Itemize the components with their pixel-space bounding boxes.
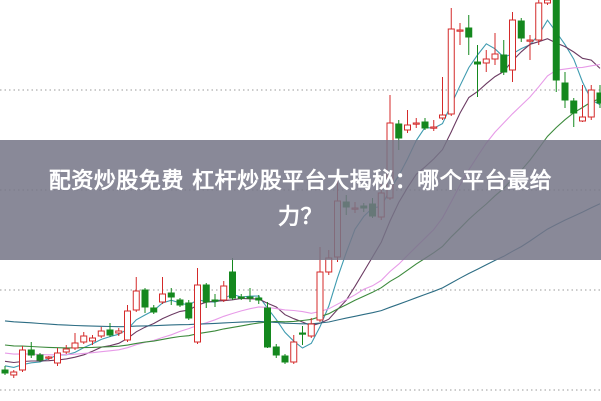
candle-down	[167, 292, 175, 298]
candle-up	[307, 323, 315, 337]
candle-down	[474, 61, 481, 65]
candle-up	[115, 330, 123, 334]
candle-up	[159, 293, 166, 303]
candle-up	[325, 257, 333, 273]
candle-up	[544, 0, 551, 4]
candle-down	[517, 20, 525, 39]
ma20-line	[4, 63, 601, 356]
candle-down	[272, 346, 280, 356]
candle-down	[561, 82, 569, 101]
candle-up	[10, 371, 18, 376]
title-banner: 配资炒股免费 杠杆炒股平台大揭秘：哪个平台最给 力？	[0, 140, 601, 260]
candle-up	[482, 58, 490, 64]
candle-down	[596, 92, 601, 104]
candle-up	[526, 39, 534, 42]
candle-up	[19, 349, 26, 371]
candle-up	[54, 352, 61, 364]
candle-down	[552, 0, 560, 81]
candle-down	[36, 354, 44, 361]
candle-down	[264, 307, 271, 348]
candle-up	[404, 124, 411, 131]
candle-down	[141, 289, 149, 308]
candle-up	[124, 310, 131, 341]
candle-down	[106, 329, 114, 336]
candle-down	[237, 296, 245, 299]
candle-down	[211, 299, 219, 302]
ma5-line	[4, 19, 601, 368]
candle-down	[27, 349, 35, 356]
candle-up	[587, 89, 595, 118]
candle-down	[185, 302, 193, 319]
candle-down	[299, 332, 306, 335]
candle-up	[439, 114, 446, 119]
candle-down	[150, 307, 158, 313]
title-line-1: 配资炒股免费 杠杆炒股平台大揭秘：哪个平台最给	[48, 169, 553, 194]
candle-up	[491, 53, 499, 60]
candle-up	[316, 271, 324, 321]
candle-down	[570, 100, 578, 114]
candle-up	[89, 337, 96, 342]
candle-up	[80, 335, 88, 343]
candle-up	[132, 290, 140, 311]
candle-up	[45, 356, 53, 359]
candle-up	[62, 348, 70, 353]
candle-up	[579, 116, 586, 122]
candle-down	[500, 54, 508, 73]
candle-down	[421, 121, 429, 129]
candle-down	[255, 297, 263, 301]
candle-up	[290, 341, 298, 363]
candle-down	[246, 296, 254, 299]
candle-up	[194, 284, 201, 343]
candle-down	[1, 369, 9, 374]
candle-down	[176, 299, 184, 306]
candle-up	[71, 342, 79, 349]
candle-up	[220, 285, 228, 301]
candle-up	[509, 19, 516, 71]
candle-up	[430, 126, 438, 129]
candle-up	[535, 2, 543, 41]
candle-up	[97, 330, 105, 337]
candle-up	[456, 29, 464, 32]
candle-down	[229, 271, 236, 299]
candle-down	[202, 284, 210, 303]
candle-up	[412, 122, 420, 125]
title-line-2: 力？	[277, 205, 323, 230]
candle-down	[395, 123, 403, 139]
candle-down	[465, 27, 473, 38]
candle-down	[281, 355, 289, 363]
candle-up	[447, 28, 455, 115]
